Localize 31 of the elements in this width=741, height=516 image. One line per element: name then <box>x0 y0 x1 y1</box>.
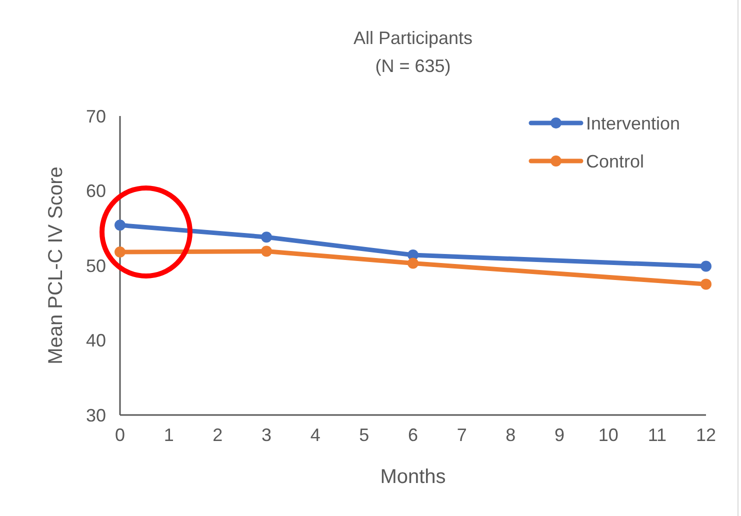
x-tick-label: 2 <box>212 425 223 445</box>
x-tick-label: 9 <box>554 425 565 445</box>
point <box>700 260 712 272</box>
y-tick-label: 70 <box>86 106 106 126</box>
x-tick-label: 10 <box>598 425 618 445</box>
point <box>700 278 712 290</box>
x-tick-label: 3 <box>261 425 272 445</box>
y-tick-label: 50 <box>86 256 106 276</box>
x-tick-label: 1 <box>164 425 174 445</box>
point <box>261 246 272 257</box>
x-tick-label: 6 <box>408 425 418 445</box>
x-axis-title: Months <box>380 466 446 488</box>
chart-title: All Participants <box>353 28 473 48</box>
x-tick-label: 5 <box>359 425 370 445</box>
x-tick-label: 12 <box>696 425 716 445</box>
y-tick-label: 30 <box>86 405 106 426</box>
point <box>261 232 272 243</box>
legend-label: Intervention <box>586 113 680 134</box>
x-tick-label: 0 <box>114 425 126 445</box>
y-tick-label: 60 <box>86 181 106 202</box>
legend-label: Control <box>586 151 644 172</box>
chart-subtitle: (N = 635) <box>375 56 451 76</box>
x-tick-label: 4 <box>310 425 320 445</box>
y-axis-title: Mean PCL-C IV Score <box>45 166 67 364</box>
point <box>114 220 126 231</box>
point <box>408 258 418 269</box>
y-tick-label: 40 <box>86 330 106 351</box>
x-tick-label: 8 <box>506 425 516 445</box>
point <box>114 246 126 258</box>
x-tick-label: 11 <box>648 425 667 445</box>
x-tick-label: 7 <box>456 425 467 445</box>
